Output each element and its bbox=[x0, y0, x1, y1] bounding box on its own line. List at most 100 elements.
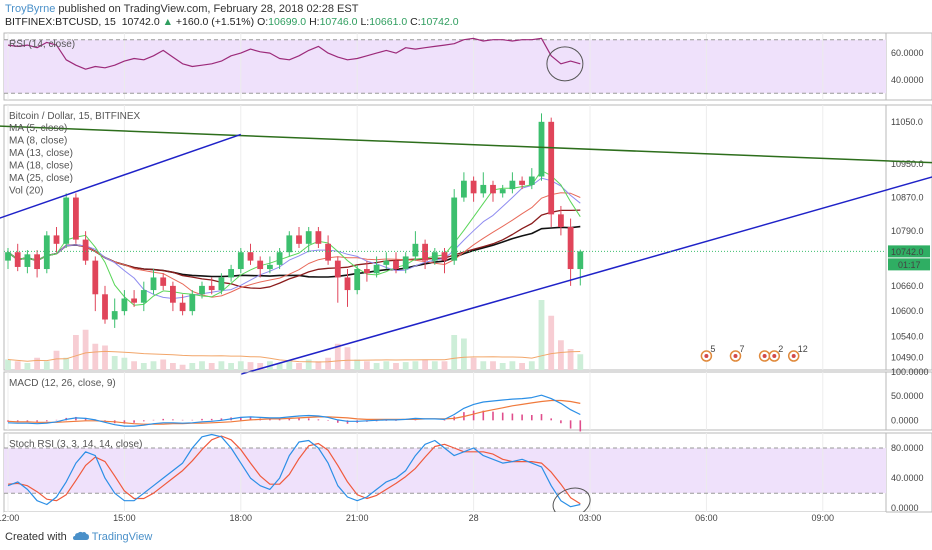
volume-bar bbox=[490, 361, 496, 370]
stoch-band bbox=[4, 448, 886, 494]
stoch-axis[interactable] bbox=[885, 432, 932, 513]
chart-canvas[interactable]: 60.0000 40.0000 RSI (14, close) 11050.0 109… bbox=[0, 30, 932, 522]
candle bbox=[218, 277, 225, 291]
macd-frame bbox=[3, 371, 887, 431]
event-flag-dot bbox=[733, 354, 738, 358]
macd-title: MACD (12, 26, close, 9) bbox=[9, 378, 116, 389]
price-tick-label: 10950.0 bbox=[891, 159, 924, 169]
price-axis[interactable] bbox=[885, 104, 932, 371]
volume-bar bbox=[528, 361, 535, 370]
candle bbox=[364, 269, 370, 274]
up-arrow-icon: ▲ bbox=[162, 16, 173, 28]
rsi-axis[interactable] bbox=[885, 32, 932, 101]
volume-bar bbox=[140, 363, 147, 370]
price-tick-label: 10870.0 bbox=[891, 193, 924, 203]
macd-axis[interactable] bbox=[885, 371, 932, 431]
candle bbox=[53, 235, 60, 244]
price-change: +160.0 (+1.51%) bbox=[175, 16, 255, 28]
low-value: 10661.0 bbox=[369, 16, 408, 28]
rsi-circle-annotation bbox=[546, 46, 584, 82]
candle bbox=[519, 180, 525, 185]
volume-bar bbox=[519, 363, 525, 370]
tradingview-brand[interactable]: TradingView bbox=[91, 531, 153, 543]
volume-bar bbox=[179, 364, 186, 370]
open-label: O: bbox=[257, 16, 269, 28]
price-tick-label: 10540.0 bbox=[891, 331, 924, 341]
indicator-label: MA (18, close) bbox=[9, 161, 73, 172]
author-link[interactable]: TroyByrne bbox=[5, 3, 56, 15]
volume-bar bbox=[218, 361, 225, 370]
candle bbox=[577, 251, 584, 270]
candle bbox=[150, 277, 157, 291]
event-count-label: 12 bbox=[798, 344, 808, 354]
macd-tick-label: 100.0000 bbox=[891, 367, 929, 377]
high-label: H: bbox=[309, 16, 320, 28]
rsi-pane[interactable]: 60.0000 40.0000 RSI (14, close) bbox=[3, 32, 932, 101]
candle bbox=[499, 189, 506, 194]
stoch-tick-label: 0.0000 bbox=[891, 503, 919, 513]
volume-bar bbox=[170, 363, 176, 370]
candle bbox=[567, 226, 574, 270]
close-label: C: bbox=[410, 16, 421, 28]
volume-bar bbox=[82, 329, 89, 370]
trend-blue-lower[interactable] bbox=[240, 164, 932, 375]
candle bbox=[373, 264, 380, 274]
candle bbox=[43, 235, 50, 270]
price-tick-label: 10790.0 bbox=[891, 226, 924, 236]
candle bbox=[267, 264, 273, 270]
volume-bar bbox=[131, 361, 137, 370]
indicator-label: MA (13, close) bbox=[9, 148, 73, 159]
volume-bar bbox=[470, 357, 477, 370]
symbol-label[interactable]: BITFINEX:BTCUSD, 15 bbox=[5, 16, 116, 28]
volume-bar bbox=[412, 361, 419, 370]
stoch-rsi-pane[interactable]: 80.0000 40.0000 0.0000 Stoch RSI (3, 3, 14,… bbox=[3, 432, 932, 522]
candle bbox=[296, 235, 302, 244]
volume-bar bbox=[43, 361, 50, 370]
time-tick-label: 21:00 bbox=[346, 513, 369, 522]
volume-bar bbox=[237, 361, 244, 370]
time-axis[interactable]: 12:00 15:00 18:00 21:00 28 03:00 06:00 09:00 bbox=[0, 512, 886, 522]
candle bbox=[461, 180, 467, 198]
volume-bar bbox=[393, 363, 399, 370]
candle bbox=[470, 180, 477, 194]
time-tick-label: 09:00 bbox=[812, 513, 835, 522]
countdown-label: 01:17 bbox=[898, 260, 921, 270]
price-pane[interactable]: 11050.0 10950.0 10870.0 10790.0 10660.0 10600… bbox=[0, 104, 932, 375]
candle bbox=[34, 254, 40, 270]
volume-bar bbox=[451, 335, 458, 370]
candle bbox=[393, 260, 399, 270]
volume-bar bbox=[5, 359, 11, 370]
tradingview-cloud-icon bbox=[72, 531, 89, 540]
candle bbox=[237, 252, 244, 270]
candle bbox=[247, 252, 254, 261]
time-tick-label: 06:00 bbox=[695, 513, 718, 522]
volume-bar bbox=[315, 361, 322, 370]
candle bbox=[558, 214, 564, 227]
publish-line: TroyByrne published on TradingView.com, … bbox=[5, 3, 358, 15]
countdown-badge bbox=[888, 258, 930, 271]
event-flag-dot bbox=[791, 354, 796, 358]
volume-bar bbox=[334, 343, 341, 370]
macd-pane[interactable]: 100.0000 50.0000 0.0000 MACD (12, 26, close… bbox=[3, 367, 932, 432]
volume-ma-line bbox=[7, 350, 581, 363]
volume-bar bbox=[111, 356, 118, 370]
macd-tick-label: 50.0000 bbox=[891, 391, 924, 401]
close-value: 10742.0 bbox=[420, 16, 459, 28]
time-tick-label: 15:00 bbox=[113, 513, 136, 522]
symbol-ohlc-line: BITFINEX:BTCUSD, 15 10742.0 ▲ +160.0 (+1… bbox=[5, 16, 459, 28]
candle bbox=[199, 285, 205, 295]
price-tick-label: 10490.0 bbox=[891, 352, 924, 362]
volume-bar bbox=[383, 361, 390, 370]
macd-tick-label: 0.0000 bbox=[891, 415, 919, 425]
volume-bar bbox=[422, 359, 428, 370]
trend-green-line[interactable] bbox=[0, 125, 932, 170]
candle bbox=[383, 260, 390, 265]
price-title: Bitcoin / Dollar, 15, BITFINEX bbox=[9, 111, 140, 122]
trend-blue-upper[interactable] bbox=[0, 133, 242, 219]
ma-8-line bbox=[7, 177, 581, 299]
time-tick-label: 28 bbox=[469, 513, 479, 522]
chart-header: TroyByrne published on TradingView.com, … bbox=[0, 0, 932, 30]
event-count-label: 7 bbox=[740, 344, 745, 354]
candle bbox=[170, 285, 176, 303]
volume-bar bbox=[73, 335, 79, 370]
